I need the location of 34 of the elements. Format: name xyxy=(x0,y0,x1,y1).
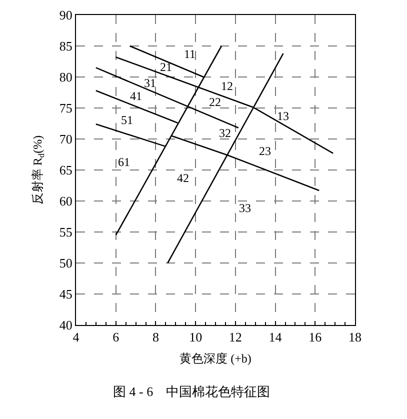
y-tick-label: 85 xyxy=(59,38,72,54)
y-tick-label: 60 xyxy=(59,194,72,209)
x-tick-label: 10 xyxy=(189,330,202,345)
annotation: 41 xyxy=(130,89,142,103)
y-tick-label: 70 xyxy=(59,132,72,147)
annotation: 21 xyxy=(160,60,172,74)
annotation: 11 xyxy=(184,47,196,61)
y-tick-label: 90 xyxy=(59,8,72,23)
x-tick-label: 14 xyxy=(268,330,282,345)
caption: 图 4 - 6 中国棉花色特征图 xyxy=(113,384,270,399)
annotation: 32 xyxy=(219,126,231,140)
annotation: 13 xyxy=(277,109,289,123)
y-tick-label: 55 xyxy=(59,224,72,240)
annotation: 31 xyxy=(144,76,156,90)
annotation: 33 xyxy=(239,201,251,215)
x-tick-label: 8 xyxy=(152,330,159,345)
x-tick-label: 12 xyxy=(228,330,242,345)
y-tick-label: 65 xyxy=(59,162,72,178)
annotation: 12 xyxy=(221,79,233,93)
y-tick-label: 45 xyxy=(59,286,72,302)
x-tick-label: 18 xyxy=(348,330,362,345)
x-tick-label: 6 xyxy=(112,330,120,345)
x-axis-title: 黄色深度 (+b) xyxy=(180,352,252,366)
y-tick-label: 75 xyxy=(59,100,72,116)
annotation: 22 xyxy=(209,95,221,109)
y-tick-label: 80 xyxy=(59,70,72,85)
x-tick-label: 16 xyxy=(308,330,322,345)
annotation: 42 xyxy=(177,171,189,185)
x-tick-label: 4 xyxy=(72,330,80,345)
annotation: 51 xyxy=(121,113,133,127)
y-tick-label: 40 xyxy=(59,318,72,333)
y-tick-label: 50 xyxy=(59,256,72,271)
annotation: 23 xyxy=(259,144,271,158)
annotation: 61 xyxy=(118,155,130,169)
